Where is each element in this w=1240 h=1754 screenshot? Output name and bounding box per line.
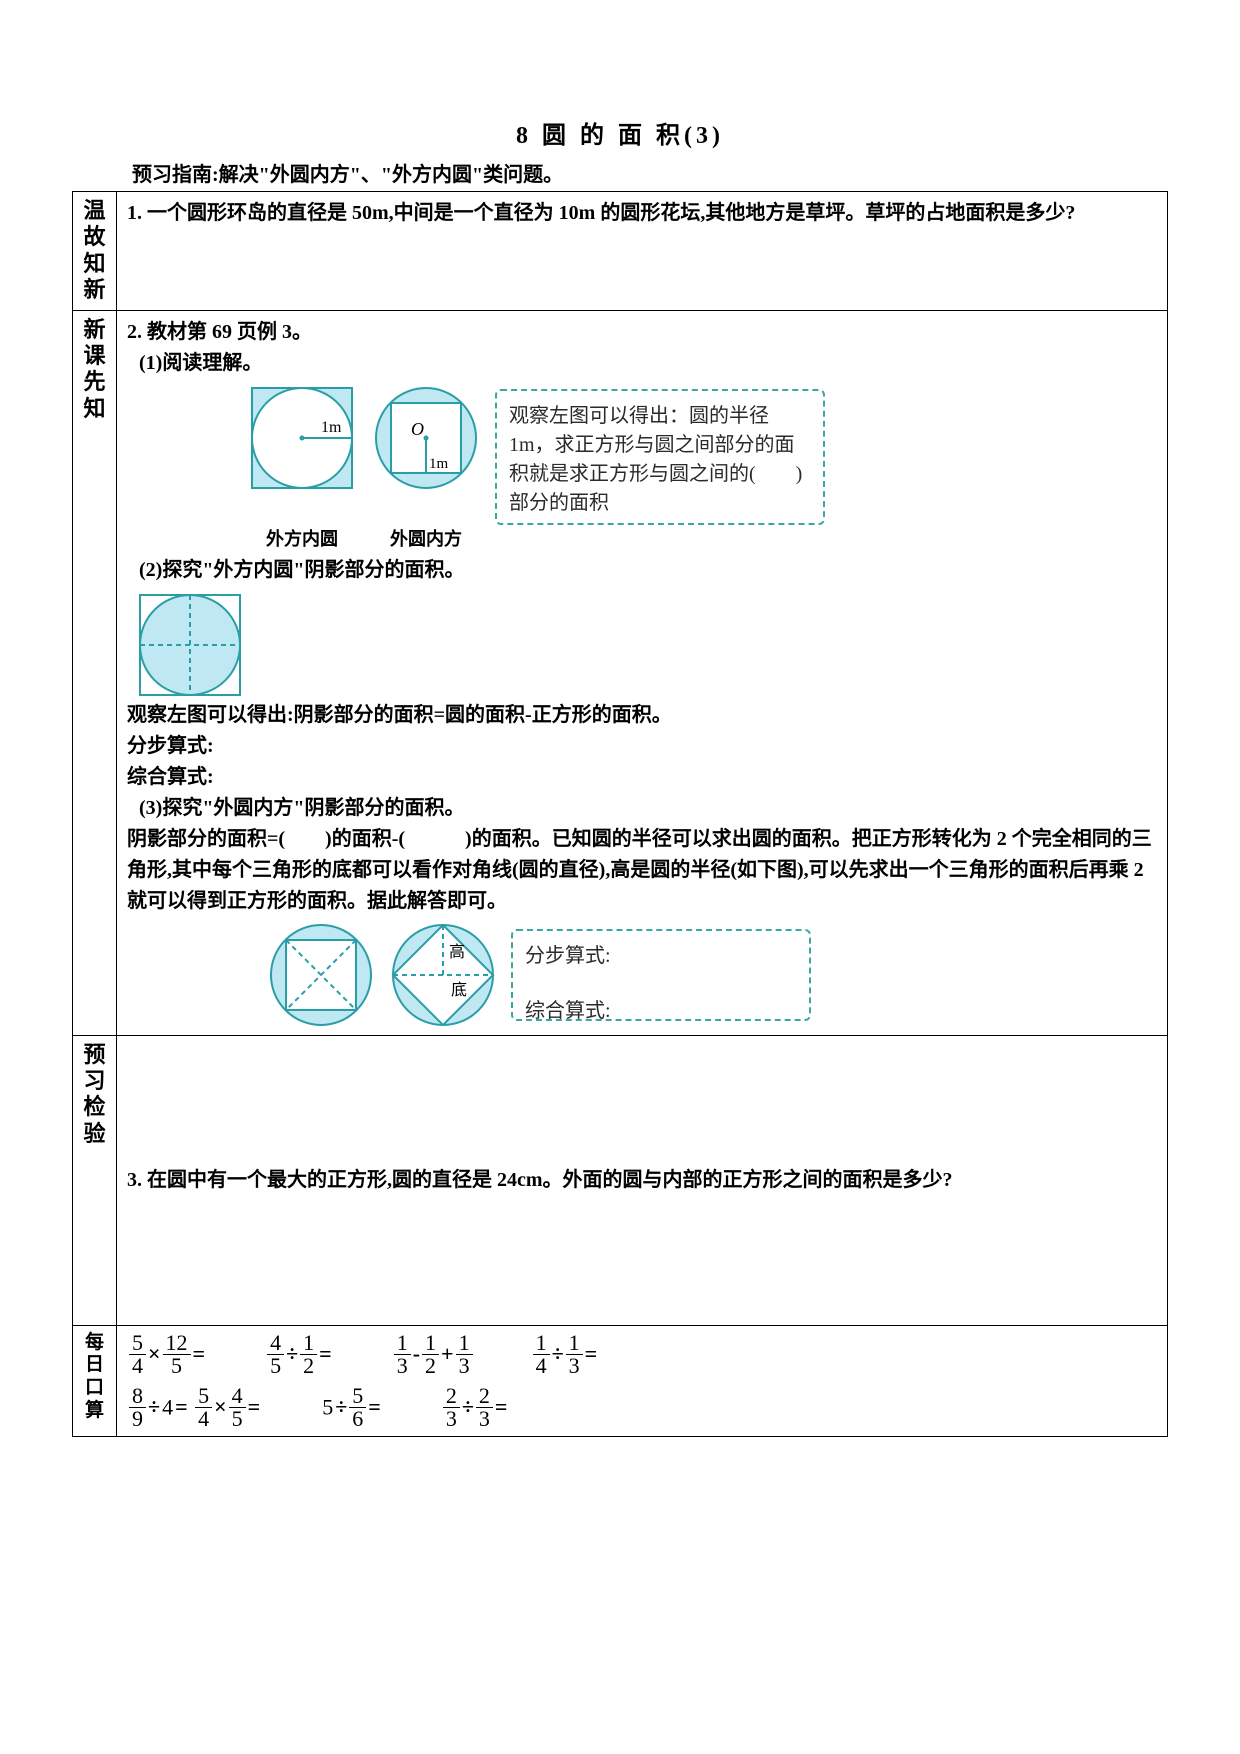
svg-text:1m: 1m xyxy=(429,456,449,472)
section-label-check: 预习检验 xyxy=(73,1035,117,1325)
svg-text:O: O xyxy=(411,419,424,439)
line-2-0: 2. 教材第 69 页例 3。 xyxy=(127,317,1157,348)
callout-2a: 分步算式: xyxy=(525,939,797,968)
section-new-content: 2. 教材第 69 页例 3。 (1)阅读理解。 1m O xyxy=(117,310,1168,1035)
caption-right: 外圆内方 xyxy=(371,525,481,551)
section-check-content: 3. 在圆中有一个最大的正方形,圆的直径是 24cm。外面的圆与内部的正方形之间… xyxy=(117,1035,1168,1325)
svg-text:1m: 1m xyxy=(321,419,342,436)
caption-left: 外方内圆 xyxy=(247,525,357,551)
figure-1-circle-square: O 1m xyxy=(371,383,481,493)
figure-3a xyxy=(267,921,375,1029)
svg-text:高: 高 xyxy=(449,943,465,961)
section-review-content: 1. 一个圆形环岛的直径是 50m,中间是一个直径为 10m 的圆形花坛,其他地… xyxy=(117,192,1168,311)
page-title: 8 圆 的 面 积(3) xyxy=(72,115,1168,150)
line-2-1: (1)阅读理解。 xyxy=(139,348,1157,379)
svg-text:底: 底 xyxy=(451,981,467,999)
line-2-3: 观察左图可以得出:阴影部分的面积=圆的面积-正方形的面积。 xyxy=(127,700,1157,731)
math-row-1: 54×125= 45÷12= 13-12+13 14÷13= xyxy=(127,1328,1157,1381)
figure-1-square-circle: 1m xyxy=(247,383,357,493)
math-row-2: 89÷4= 54×45= 5÷56= 23÷23= xyxy=(127,1381,1157,1434)
callout-1-text: 观察左图可以得出：圆的半径1m，求正方形与圆之间部分的面积就是求正方形与圆之间的… xyxy=(509,405,802,514)
section-label-daily: 每日口算 xyxy=(73,1325,117,1436)
main-table: 温故知新 1. 一个圆形环岛的直径是 50m,中间是一个直径为 10m 的圆形花… xyxy=(72,191,1168,1437)
callout-2: 分步算式: 综合算式: xyxy=(511,929,811,1021)
figure-3b: 高 底 xyxy=(389,921,497,1029)
section-daily-content: 54×125= 45÷12= 13-12+13 14÷13= 89÷4= 54×… xyxy=(117,1325,1168,1436)
line-2-6: (3)探究"外圆内方"阴影部分的面积。 xyxy=(139,793,1157,824)
line-2-2: (2)探究"外方内圆"阴影部分的面积。 xyxy=(139,555,1157,586)
section-label-review: 温故知新 xyxy=(73,192,117,311)
callout-1: 观察左图可以得出：圆的半径1m，求正方形与圆之间部分的面积就是求正方形与圆之间的… xyxy=(495,389,825,525)
figure-2 xyxy=(135,590,1157,700)
problem-3: 3. 在圆中有一个最大的正方形,圆的直径是 24cm。外面的圆与内部的正方形之间… xyxy=(127,1165,1157,1196)
line-2-5: 综合算式: xyxy=(127,762,1157,793)
callout-2b: 综合算式: xyxy=(525,994,797,1023)
preview-guide: 预习指南:解决"外圆内方"、"外方内圆"类问题。 xyxy=(132,158,1168,187)
section-label-new: 新课先知 xyxy=(73,310,117,1035)
line-2-4: 分步算式: xyxy=(127,731,1157,762)
line-2-7: 阴影部分的面积=( )的面积-( )的面积。已知圆的半径可以求出圆的面积。把正方… xyxy=(127,824,1157,917)
problem-1: 1. 一个圆形环岛的直径是 50m,中间是一个直径为 10m 的圆形花坛,其他地… xyxy=(127,198,1157,229)
